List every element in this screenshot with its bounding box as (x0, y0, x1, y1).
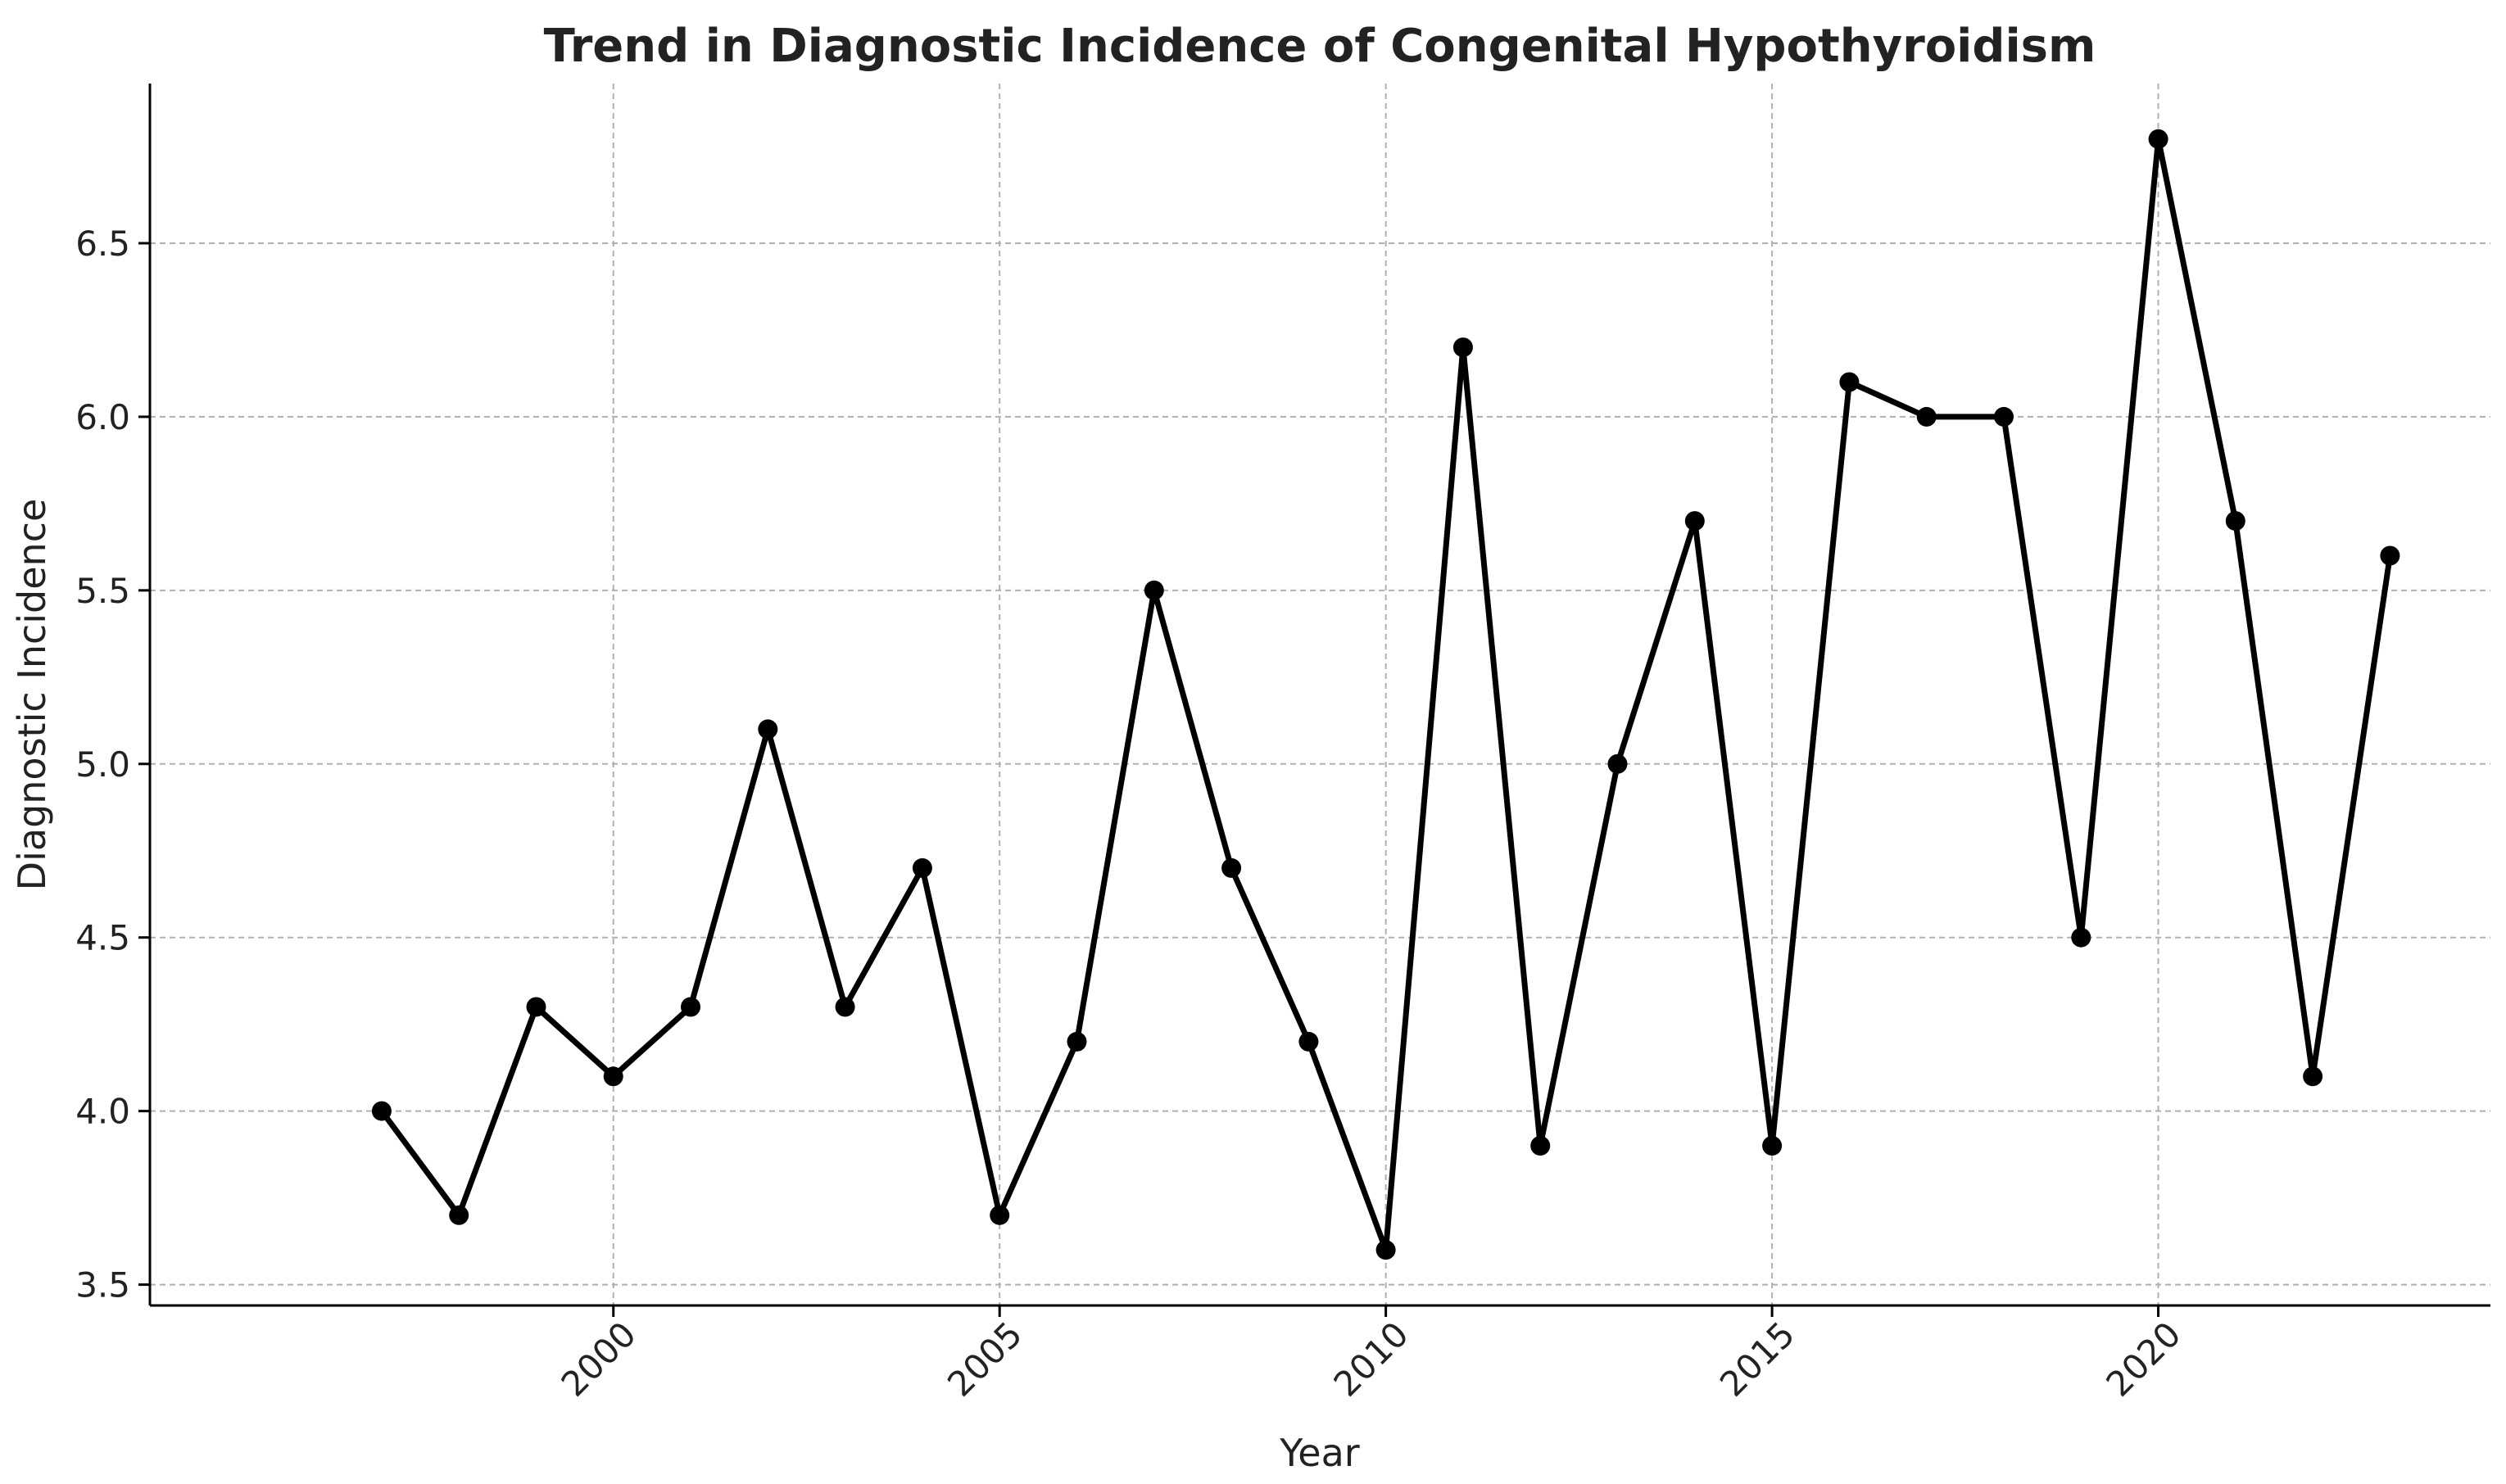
data-point (1375, 1240, 1396, 1260)
data-point (1221, 857, 1242, 878)
grid (150, 84, 2490, 1305)
data-point (526, 997, 546, 1017)
y-tick-label: 4.5 (75, 918, 130, 958)
data-point (1298, 1031, 1319, 1052)
data-point (1067, 1031, 1087, 1052)
y-tick-label: 6.5 (75, 224, 130, 264)
x-tick-label: 2005 (940, 1314, 1030, 1404)
data-point (2380, 545, 2400, 566)
data-point (1607, 753, 1628, 774)
data-point (2071, 927, 2091, 948)
x-axis-label: Year (1279, 1431, 1359, 1475)
data-point (2303, 1066, 2323, 1087)
y-tick-label: 5.5 (75, 571, 130, 611)
data-point (1762, 1136, 1783, 1156)
data-point (912, 857, 932, 878)
data-point (990, 1205, 1010, 1225)
data-point (1144, 580, 1164, 600)
data-point (449, 1205, 469, 1225)
y-axis-label: Diagnostic Incidence (10, 499, 54, 891)
y-tick-label: 3.5 (75, 1265, 130, 1305)
axes (148, 84, 2490, 1307)
data-point (1452, 337, 1473, 358)
x-tick-label: 2020 (2098, 1314, 2188, 1404)
data-point (371, 1101, 392, 1121)
x-tick-label: 2000 (554, 1314, 644, 1404)
x-tick-label: 2010 (1326, 1314, 1416, 1404)
ticks: 3.5 4.0 4.5 5.0 5.5 6.0 6.5 2000 2005 2010 2015 202… (75, 224, 2188, 1405)
data-point (2225, 511, 2245, 532)
data-point (1530, 1136, 1551, 1156)
data-point (1916, 406, 1937, 427)
data-point (603, 1066, 623, 1087)
series-points (371, 129, 2400, 1260)
data-point (1994, 406, 2014, 427)
data-point (681, 997, 700, 1017)
data-point (835, 997, 855, 1017)
x-tick-label: 2015 (1712, 1314, 1802, 1404)
y-tick-label: 4.0 (75, 1092, 130, 1132)
series (371, 129, 2400, 1260)
data-point (1684, 511, 1705, 532)
data-point (2148, 129, 2168, 149)
y-tick-label: 6.0 (75, 397, 130, 437)
data-point (1839, 372, 1860, 392)
chart-title: Trend in Diagnostic Incidence of Congeni… (544, 20, 2096, 73)
data-point (758, 719, 778, 740)
y-tick-label: 5.0 (75, 744, 130, 785)
